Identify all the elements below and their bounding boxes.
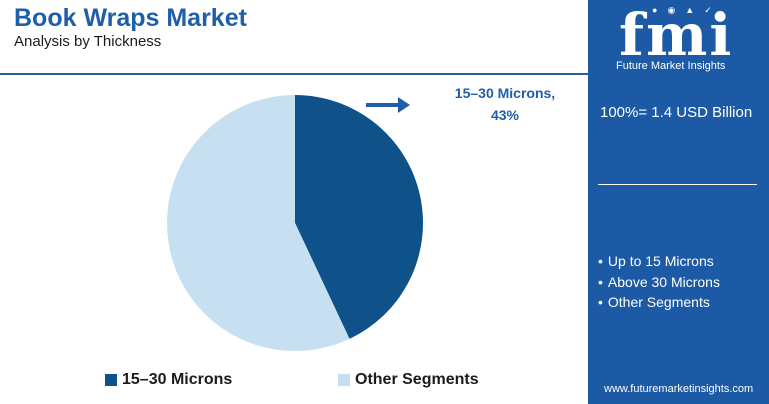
logo-dot-icon: ●: [652, 5, 658, 15]
legend-swatch: [338, 374, 350, 386]
segment-item: Other Segments: [598, 292, 720, 313]
legend-label: Other Segments: [355, 371, 479, 388]
logo-icons: ● ◉ ▲ ✓: [652, 5, 752, 16]
legend-item-other-segments: Other Segments: [338, 371, 479, 389]
callout-label: 15–30 Microns,: [454, 85, 556, 101]
legend-item-15-30-microns: 15–30 Microns: [105, 371, 232, 389]
pie-slice-15-30-microns: [295, 95, 423, 339]
panel-divider: [598, 184, 757, 185]
legend-label: 15–30 Microns: [122, 371, 233, 388]
info-panel: ● ◉ ▲ ✓ fmi Future Market Insights 100%=…: [588, 0, 769, 404]
chart-subtitle: Analysis by Thickness: [14, 33, 162, 50]
pie-slice-other-segments: [167, 95, 350, 351]
segment-item: Above 30 Microns: [598, 272, 720, 293]
logo-person-icon: ▲: [685, 5, 695, 15]
segment-item: Up to 15 Microns: [598, 251, 720, 272]
pie-chart: [167, 95, 423, 351]
chart-title: Book Wraps Market: [14, 4, 247, 32]
logo-eye-icon: ◉: [667, 5, 676, 15]
header-divider: [0, 73, 588, 75]
market-total: 100%= 1.4 USD Billion: [600, 104, 753, 121]
logo-check-icon: ✓: [704, 5, 712, 15]
callout-value: 43%: [490, 107, 520, 123]
pie-callout: 15–30 Microns, 43%: [430, 82, 580, 126]
callout-arrow-icon: [366, 97, 410, 113]
website-link[interactable]: www.futuremarketinsights.com: [604, 383, 754, 395]
legend-swatch: [105, 374, 117, 386]
brand-name: Future Market Insights: [616, 60, 726, 72]
other-segments-list: Up to 15 Microns Above 30 Microns Other …: [598, 251, 720, 313]
brand-logo: fmi: [619, 1, 734, 69]
